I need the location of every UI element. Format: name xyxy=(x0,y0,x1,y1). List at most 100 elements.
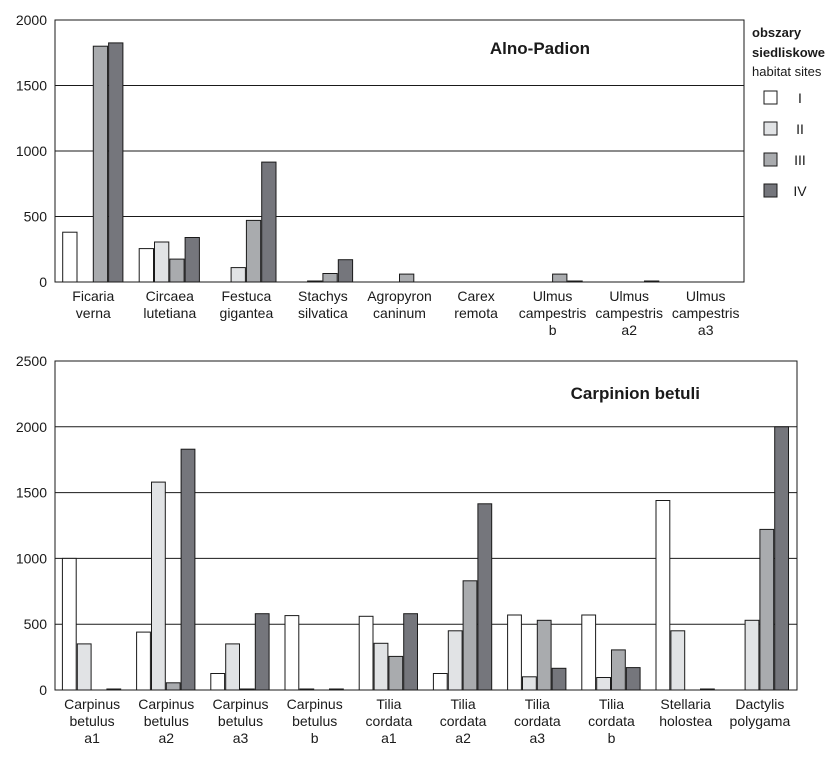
y-tick-label-1500: 1500 xyxy=(16,485,47,501)
bar-1-5-II xyxy=(447,630,463,691)
x-tick-label-2-line-2: betulus xyxy=(218,713,263,729)
y-tick-label-0: 0 xyxy=(39,274,47,290)
x-tick-label-2-line-1: Festuca xyxy=(221,288,271,304)
y-tick-label-1000: 1000 xyxy=(16,550,47,566)
bar-0-0-III xyxy=(92,45,109,283)
bar-1-3-IV xyxy=(329,688,344,691)
bar-1-9-III xyxy=(759,528,775,691)
bar-1-3-I xyxy=(284,615,300,691)
bar-1-1-II xyxy=(151,481,166,691)
bar-1-0-IV xyxy=(106,688,122,691)
bar-0-6-IV xyxy=(567,280,583,283)
x-tick-label-8-line-2: holostea xyxy=(659,713,712,729)
x-tick-label-6-line-2: cordata xyxy=(514,713,561,729)
x-tick-label-3-line-2: silvatica xyxy=(298,305,348,321)
bar-1-1-I xyxy=(136,631,151,691)
x-tick-label-6-line-3: a3 xyxy=(530,730,546,746)
x-tick-label-4-line-2: cordata xyxy=(366,713,413,729)
legend-label-1: I xyxy=(798,90,802,106)
x-tick-label-6-line-2: campestris xyxy=(519,305,587,321)
bar-1-2-II xyxy=(225,643,240,691)
bar-0-2-II xyxy=(230,267,246,283)
bar-1-6-IV xyxy=(551,667,567,691)
carpinion-betuli-panel: 0 500 1000 1500 2000 2500 Carpinion betuli Carp… xyxy=(16,353,798,746)
plot-frame xyxy=(54,360,798,691)
x-tick-label-0-line-1: Ficaria xyxy=(72,288,114,304)
x-tick-label-5-line-2: cordata xyxy=(440,713,487,729)
bar-1-7-II xyxy=(596,677,612,691)
x-tick-label-4-line-2: caninum xyxy=(373,305,426,321)
x-tick-label-5-line-3: a2 xyxy=(455,730,471,746)
bar-0-1-II xyxy=(154,241,170,283)
x-tick-label-1-line-1: Circaea xyxy=(146,288,194,304)
legend-label-3: III xyxy=(794,152,806,168)
x-tick-label-6-line-1: Tilia xyxy=(525,696,550,712)
bar-1-6-III xyxy=(536,619,552,691)
x-tick-label-5-line-2: remota xyxy=(454,305,498,321)
x-tick-label-5-line-1: Tilia xyxy=(451,696,476,712)
bar-1-0-II xyxy=(76,643,92,691)
bar-0-1-III xyxy=(169,258,185,283)
bar-1-9-IV xyxy=(774,426,790,691)
chart-title: Alno-Padion xyxy=(490,39,590,58)
x-tick-label-3-line-1: Stachys xyxy=(298,288,348,304)
bar-1-2-I xyxy=(210,673,226,691)
x-tick-label-6-line-3: b xyxy=(549,322,557,338)
bar-1-4-I xyxy=(358,615,374,691)
bar-1-1-IV xyxy=(180,448,196,691)
bar-0-1-IV xyxy=(184,237,200,283)
x-tick-label-0-line-2: betulus xyxy=(70,713,115,729)
x-tick-label-1-line-3: a2 xyxy=(159,730,175,746)
x-tick-label-1-line-2: lutetiana xyxy=(143,305,196,321)
bar-1-1-III xyxy=(165,682,181,691)
bar-0-2-III xyxy=(245,219,262,283)
bar-0-3-IV xyxy=(337,259,354,283)
legend-subtitle: habitat sites xyxy=(752,64,822,79)
bar-1-2-III xyxy=(240,688,255,691)
x-tick-label-4-line-1: Agropyron xyxy=(367,288,432,304)
legend-swatch-4 xyxy=(763,183,778,198)
bar-0-6-III xyxy=(552,273,568,283)
bar-0-3-II xyxy=(307,280,323,283)
bar-1-0-I xyxy=(61,557,77,691)
y-tick-label-0: 0 xyxy=(39,682,47,698)
bar-1-4-III xyxy=(388,655,404,691)
x-tick-label-0-line-2: verna xyxy=(76,305,111,321)
legend-swatch-3 xyxy=(763,152,778,167)
bar-1-4-II xyxy=(373,642,389,691)
legend-swatch-1 xyxy=(763,90,778,105)
bar-1-6-I xyxy=(507,614,522,691)
bar-1-7-III xyxy=(611,649,626,691)
x-tick-label-2-line-1: Carpinus xyxy=(212,696,268,712)
x-tick-label-4-line-1: Tilia xyxy=(376,696,401,712)
bar-1-2-IV xyxy=(254,613,270,691)
bar-1-7-I xyxy=(581,614,597,691)
bar-1-6-II xyxy=(522,676,537,691)
x-tick-label-3-line-3: b xyxy=(311,730,319,746)
bar-1-8-IV xyxy=(700,688,715,691)
bar-1-3-II xyxy=(299,688,315,691)
x-tick-label-2-line-2: gigantea xyxy=(220,305,274,321)
bar-1-5-III xyxy=(462,580,478,691)
bar-0-2-IV xyxy=(261,161,277,283)
x-tick-label-9-line-1: Dactylis xyxy=(735,696,784,712)
x-tick-label-3-line-2: betulus xyxy=(292,713,337,729)
bar-0-0-IV xyxy=(108,42,124,283)
legend-label-2: II xyxy=(796,121,804,137)
bar-1-8-II xyxy=(670,630,686,691)
legend: obszary siedliskowe habitat sites IIIIII… xyxy=(752,25,825,199)
x-tick-label-7-line-1: Tilia xyxy=(599,696,624,712)
bar-0-1-I xyxy=(138,248,154,283)
bar-0-0-I xyxy=(62,231,78,283)
x-tick-label-1-line-1: Carpinus xyxy=(138,696,194,712)
x-tick-label-1-line-2: betulus xyxy=(144,713,189,729)
x-tick-label-8-line-1: Ulmus xyxy=(686,288,726,304)
x-tick-label-3-line-1: Carpinus xyxy=(287,696,343,712)
bar-1-7-IV xyxy=(625,667,641,691)
y-tick-label-500: 500 xyxy=(24,616,48,632)
x-tick-label-7-line-3: a2 xyxy=(621,322,637,338)
y-tick-label-1000: 1000 xyxy=(16,143,47,159)
